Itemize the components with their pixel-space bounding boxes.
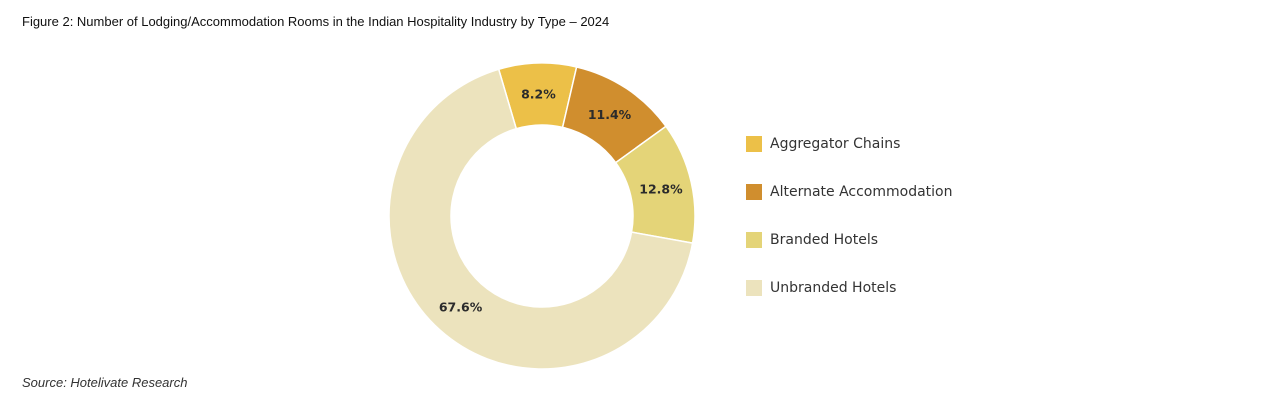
legend-swatch-aggregator-chains bbox=[746, 136, 762, 152]
legend-swatch-unbranded-hotels bbox=[746, 280, 762, 296]
legend-label-branded-hotels: Branded Hotels bbox=[770, 232, 878, 248]
slice-label-alternate-accommodation: 11.4% bbox=[588, 107, 632, 122]
slice-label-aggregator-chains: 8.2% bbox=[521, 87, 556, 102]
legend-label-unbranded-hotels: Unbranded Hotels bbox=[770, 280, 896, 296]
legend-swatch-branded-hotels bbox=[746, 232, 762, 248]
slice-labels: 8.2% 11.4% 12.8% 67.6% bbox=[439, 87, 683, 315]
legend-label-aggregator-chains: Aggregator Chains bbox=[770, 136, 900, 152]
legend-label-alternate-accommodation: Alternate Accommodation bbox=[770, 184, 953, 200]
slice-label-unbranded-hotels: 67.6% bbox=[439, 299, 483, 314]
donut-slices bbox=[388, 62, 696, 370]
figure-title: Figure 2: Number of Lodging/Accommodatio… bbox=[22, 14, 610, 29]
slice-unbranded-hotels bbox=[388, 68, 694, 370]
legend-swatch-alternate-accommodation bbox=[746, 184, 762, 200]
figure-source: Source: Hotelivate Research bbox=[22, 375, 188, 390]
chart-legend: Aggregator Chains Alternate Accommodation… bbox=[746, 136, 953, 296]
slice-label-branded-hotels: 12.8% bbox=[639, 181, 683, 196]
